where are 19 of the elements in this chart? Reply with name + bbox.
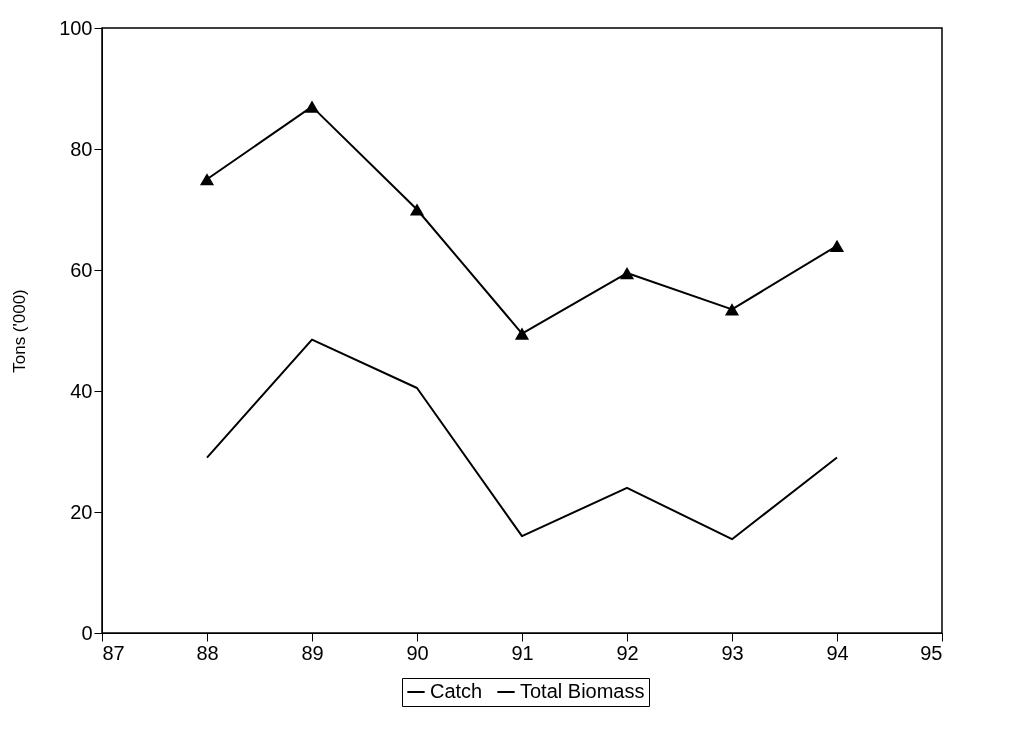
x-tick-label: 94 [826,641,849,664]
x-tick-label: 93 [721,641,744,664]
y-tick-label: 40 [70,379,93,402]
y-tick-label: 80 [70,137,93,160]
x-tick-label: 95 [920,641,943,664]
legend-label: Total Biomass [520,680,645,702]
legend-label: Catch [430,680,483,702]
x-tick-label: 90 [406,641,429,664]
x-tick-label: 91 [511,641,534,664]
y-tick-label: 100 [59,16,93,39]
x-tick-label: 87 [102,641,125,664]
x-tick-label: 92 [616,641,639,664]
x-tick-label: 89 [301,641,324,664]
x-tick-label: 88 [196,641,219,664]
y-tick-label: 60 [70,258,93,281]
line-series [206,338,838,541]
y-tick-label: 0 [81,621,93,644]
y-axis-title: Tons ('000) [10,289,30,373]
y-tick-label: 20 [70,500,93,523]
